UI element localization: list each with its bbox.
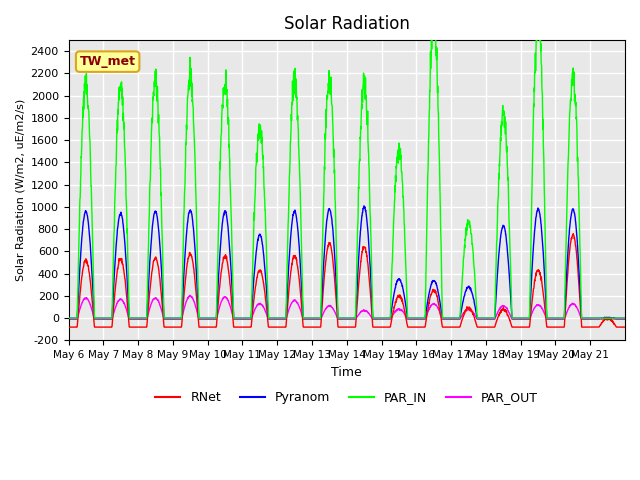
Line: RNet: RNet [68, 234, 625, 327]
Pyranom [613, 315, 621, 321]
PAR_IN [515, 315, 522, 321]
PAR_IN [534, 5, 542, 11]
PAR_OUT [621, 316, 629, 322]
Line: PAR_IN: PAR_IN [68, 8, 625, 318]
PAR_OUT [241, 316, 248, 322]
Pyranom [241, 315, 248, 321]
RNet [613, 324, 621, 330]
PAR_OUT [120, 300, 128, 306]
RNet [120, 270, 128, 276]
PAR_OUT [381, 316, 388, 322]
PAR_OUT [613, 316, 621, 322]
PAR_OUT [515, 316, 522, 322]
Pyranom [381, 315, 388, 321]
PAR_IN [613, 315, 621, 321]
Line: Pyranom: Pyranom [68, 206, 625, 318]
Line: PAR_OUT: PAR_OUT [68, 295, 625, 319]
X-axis label: Time: Time [332, 366, 362, 379]
PAR_IN [120, 120, 128, 126]
PAR_IN [546, 315, 554, 321]
Text: TW_met: TW_met [79, 55, 136, 68]
Title: Solar Radiation: Solar Radiation [284, 15, 410, 33]
Legend: RNet, Pyranom, PAR_IN, PAR_OUT: RNet, Pyranom, PAR_IN, PAR_OUT [150, 386, 543, 409]
RNet [621, 324, 629, 330]
RNet [65, 324, 72, 330]
PAR_IN [65, 315, 72, 321]
RNet [570, 231, 577, 237]
Pyranom [360, 203, 368, 209]
RNet [546, 324, 554, 330]
Pyranom [120, 231, 128, 237]
PAR_OUT [186, 292, 194, 298]
PAR_IN [380, 315, 388, 321]
RNet [241, 324, 248, 330]
PAR_IN [621, 315, 629, 321]
PAR_IN [241, 315, 248, 321]
RNet [380, 324, 388, 330]
RNet [515, 324, 522, 330]
Pyranom [515, 315, 522, 321]
PAR_OUT [65, 316, 72, 322]
PAR_OUT [546, 316, 554, 322]
Pyranom [621, 315, 629, 321]
Pyranom [65, 315, 72, 321]
Pyranom [546, 315, 554, 321]
Y-axis label: Solar Radiation (W/m2, uE/m2/s): Solar Radiation (W/m2, uE/m2/s) [15, 99, 25, 281]
